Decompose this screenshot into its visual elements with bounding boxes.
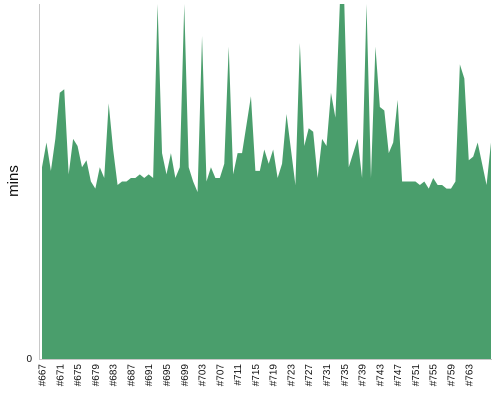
x-tick-label: #751 <box>411 364 422 387</box>
x-tick-label: #755 <box>429 364 440 387</box>
x-tick-label: #671 <box>55 364 66 387</box>
x-tick-label: #707 <box>215 364 226 387</box>
x-tick-label: #691 <box>144 364 155 387</box>
x-tick-label: #675 <box>73 364 84 387</box>
x-tick-label: #735 <box>340 364 351 387</box>
x-tick-label: #711 <box>233 364 244 386</box>
x-tick-label: #687 <box>126 364 137 387</box>
x-tick-label: #695 <box>162 364 173 387</box>
x-tick-label: #683 <box>109 364 120 387</box>
x-tick-label: #667 <box>38 364 49 387</box>
x-tick-labels: #667 #671 #675 #679 #683 #687 #691 #695 #699 #703… <box>38 364 476 387</box>
x-tick-label: #727 <box>304 364 315 387</box>
x-tick-label: #699 <box>180 364 191 387</box>
y-axis-label: mins <box>5 165 22 197</box>
x-tick-label: #759 <box>446 364 457 387</box>
x-tick-label: #715 <box>251 364 262 387</box>
x-tick-label: #703 <box>198 364 209 387</box>
x-tick-label: #743 <box>375 364 386 387</box>
x-tick-label: #731 <box>322 364 333 387</box>
x-tick-label: #739 <box>358 364 369 387</box>
area-series <box>42 4 491 359</box>
x-tick-label: #747 <box>393 364 404 387</box>
x-tick-label: #763 <box>464 364 475 387</box>
x-tick-label: #723 <box>286 364 297 387</box>
x-tick-label: #719 <box>269 364 280 387</box>
y-tick-label: 0 <box>26 354 32 365</box>
plot-area <box>42 4 491 359</box>
x-tick-label: #679 <box>91 364 102 387</box>
